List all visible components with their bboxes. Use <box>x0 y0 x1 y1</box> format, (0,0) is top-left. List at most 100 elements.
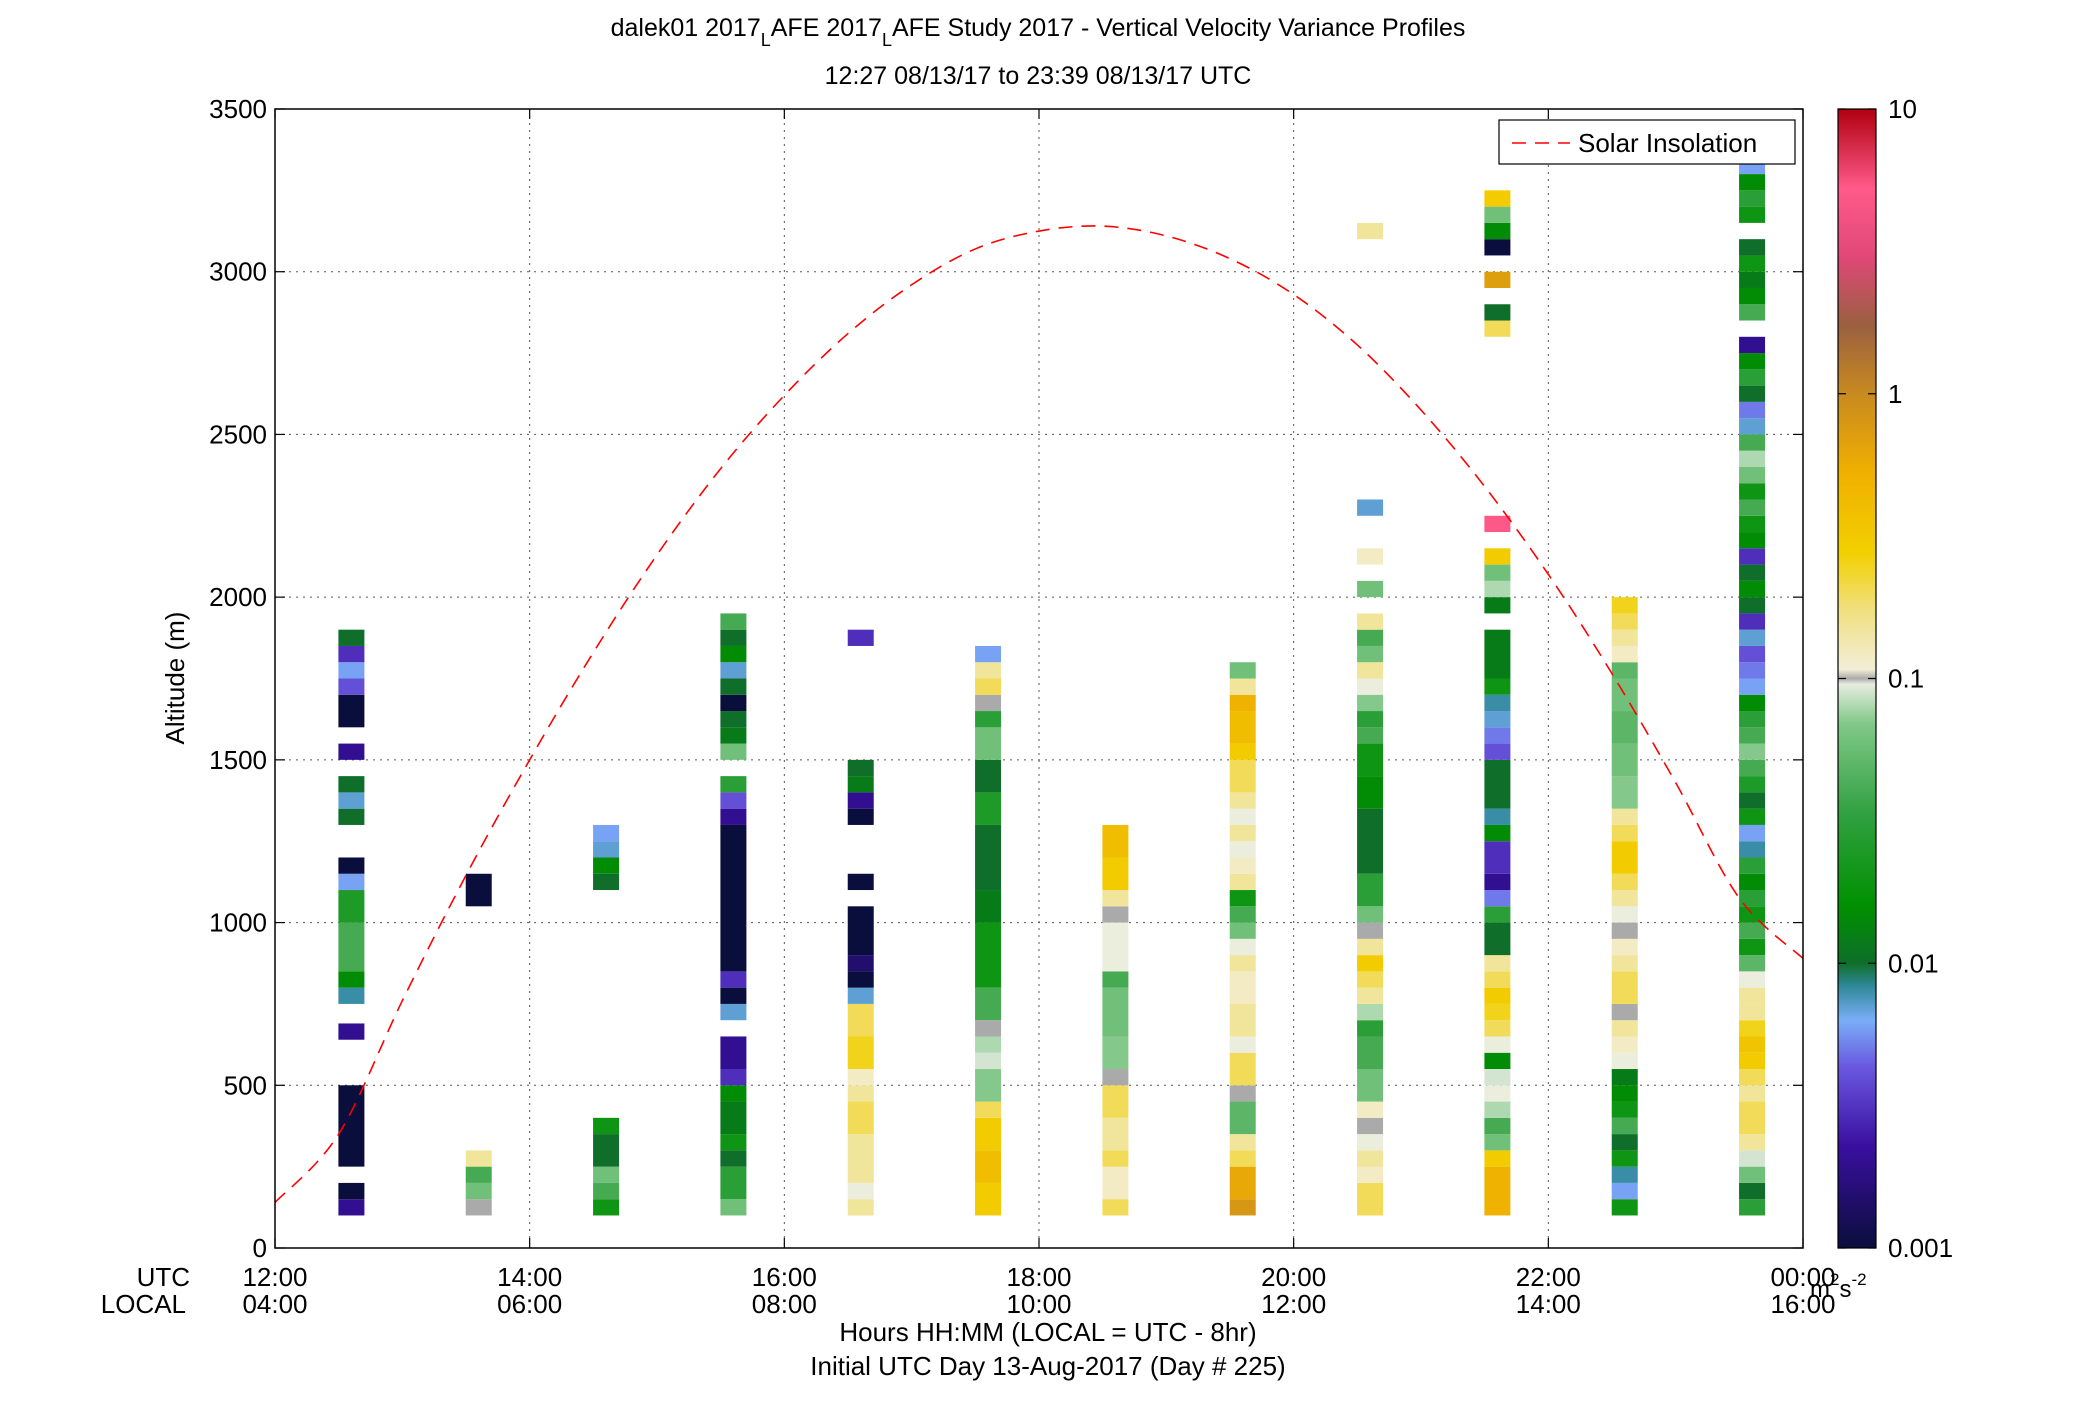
heatmap-cell <box>1484 190 1511 207</box>
heatmap-cell <box>1739 645 1766 663</box>
heatmap-cell <box>975 1069 1002 1102</box>
heatmap-cell <box>720 808 747 825</box>
heatmap-cell <box>1484 922 1511 956</box>
heatmap-cell <box>1611 1150 1638 1167</box>
heatmap-cell <box>1739 450 1766 467</box>
heatmap-cell <box>593 841 620 858</box>
heatmap-cell <box>338 678 365 695</box>
heatmap-cell <box>1229 1166 1256 1200</box>
heatmap-cell <box>1357 1101 1384 1118</box>
heatmap-cell <box>1739 662 1766 679</box>
heatmap-cell <box>1102 987 1129 1037</box>
heatmap-cell <box>1357 629 1384 646</box>
heatmap-cell <box>465 1182 492 1200</box>
heatmap-cell <box>1229 857 1256 874</box>
heatmap-cell <box>1739 190 1766 207</box>
heatmap-cell <box>1739 678 1766 695</box>
heatmap-cell <box>1739 711 1766 728</box>
heatmap-cell <box>1102 971 1129 988</box>
heatmap-cell <box>847 1182 874 1200</box>
utc-row-label: UTC <box>137 1262 190 1292</box>
heatmap-cell <box>975 645 1002 663</box>
heatmap-cell <box>1739 580 1766 598</box>
heatmap-cell <box>1229 711 1256 744</box>
heatmap-cell <box>975 792 1002 825</box>
heatmap-cell <box>1739 808 1766 825</box>
y-axis-ticks: 0 500 1000 1500 2000 2500 3000 3500 <box>209 94 1803 1263</box>
heatmap-cell <box>1611 1117 1638 1135</box>
heatmap-cell <box>338 694 365 728</box>
heatmap-cell <box>1611 743 1638 777</box>
heatmap-cell <box>338 1182 365 1200</box>
heatmap-cell <box>1484 873 1511 891</box>
heatmap-cell <box>720 1036 747 1070</box>
heatmap-cell <box>1484 1085 1511 1102</box>
heatmap-cell <box>1229 1101 1256 1135</box>
heatmap-cell <box>720 1085 747 1102</box>
heatmap-cell <box>1484 206 1511 223</box>
heatmap-cell <box>1357 613 1384 630</box>
heatmap-cell <box>1739 792 1766 809</box>
chart-subtitle: 12:27 08/13/17 to 23:39 08/13/17 UTC <box>825 62 1252 90</box>
heatmap-cell <box>1611 1134 1638 1151</box>
heatmap-cell <box>1102 1166 1129 1200</box>
heatmap-cell <box>1739 385 1766 402</box>
heatmap-cell <box>1739 336 1766 354</box>
heatmap-cell <box>720 987 747 1004</box>
heatmap-cell <box>1739 369 1766 386</box>
heatmap-cell <box>1611 629 1638 646</box>
heatmap-cell <box>720 629 747 646</box>
heatmap-cell <box>1357 662 1384 679</box>
heatmap-cell <box>1739 564 1766 581</box>
heatmap-cell <box>720 678 747 695</box>
heatmap-cell <box>1739 890 1766 907</box>
heatmap-cell <box>1484 515 1511 533</box>
local-row-label: LOCAL <box>101 1289 186 1319</box>
heatmap-cell <box>1357 1182 1384 1216</box>
heatmap-cell <box>847 955 874 972</box>
heatmap-cell <box>847 1036 874 1070</box>
heatmap-cell <box>1739 743 1766 760</box>
heatmap-cell <box>1229 694 1256 712</box>
heatmap-cell <box>1229 759 1256 793</box>
heatmap-cell <box>1484 841 1511 874</box>
heatmap-cell <box>1739 434 1766 451</box>
heatmap-cell <box>975 1036 1002 1053</box>
heatmap-cell <box>975 1182 1002 1216</box>
heatmap-cell <box>1357 580 1384 598</box>
heatmap-cell <box>1229 906 1256 923</box>
heatmap-cell <box>1739 1069 1766 1086</box>
heatmap-cell <box>720 792 747 809</box>
heatmap-cell <box>1739 239 1766 256</box>
heatmap-cell <box>1739 1199 1766 1216</box>
heatmap-cell <box>1611 841 1638 874</box>
x-tick-label-local: 06:00 <box>497 1289 562 1319</box>
heatmap-cell <box>720 1069 747 1086</box>
heatmap-cell <box>1739 1036 1766 1053</box>
heatmap-cell <box>1739 1166 1766 1183</box>
heatmap-cell <box>975 678 1002 695</box>
heatmap-cell <box>1611 873 1638 891</box>
heatmap-cell <box>1357 776 1384 809</box>
heatmap-cell <box>1484 987 1511 1004</box>
heatmap-cell <box>1611 776 1638 809</box>
x-tick-label-local: 16:00 <box>1770 1289 1835 1319</box>
heatmap-cell <box>1357 971 1384 988</box>
heatmap-cell <box>1484 694 1511 712</box>
heatmap-cell <box>1229 1003 1256 1037</box>
heatmap-cell <box>720 971 747 988</box>
heatmap-cell <box>1229 841 1256 858</box>
heatmap-cell <box>1484 304 1511 321</box>
legend: Solar Insolation <box>1498 119 1796 165</box>
heatmap-cell <box>465 1166 492 1183</box>
x-tick-label-local: 08:00 <box>752 1289 817 1319</box>
heatmap-cell <box>1357 922 1384 939</box>
heatmap-cell <box>1357 694 1384 712</box>
heatmap-cell <box>593 1134 620 1167</box>
heatmap-cell <box>1484 1052 1511 1070</box>
legend-box <box>1498 119 1796 165</box>
heatmap-cell <box>1484 239 1511 256</box>
heatmap-cell <box>1229 1134 1256 1151</box>
heatmap-cell <box>975 1150 1002 1183</box>
